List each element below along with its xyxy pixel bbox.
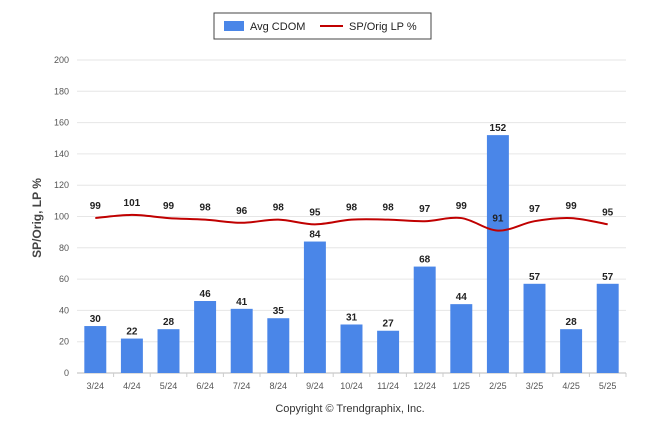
bar-11-24 [377,330,400,373]
line-value-label: 98 [383,203,395,214]
x-tick-label-6-24: 6/24 [196,381,214,391]
bar-value-label: 28 [566,317,578,328]
x-tick-label-4-24: 4/24 [123,381,141,391]
bar-4-24 [120,338,143,373]
legend-label-sp-orig-lp: SP/Orig LP % [349,21,417,33]
line-value-label: 101 [124,198,141,209]
bar-value-label: 57 [529,272,541,283]
sp-orig-lp-line [95,213,608,232]
x-tick-label-11-24: 11/24 [377,381,399,391]
y-tick-label-120: 120 [54,180,69,190]
y-axis-title: SP/Orig, LP % [30,178,44,258]
x-tick-label-5-24: 5/24 [160,381,178,391]
bar-value-label: 57 [602,272,614,283]
bar-3-25 [523,283,546,373]
legend-label-avg-cdom: Avg CDOM [250,21,305,33]
y-tick-labels: 0 20 40 60 80 100 120 140 160 180 200 [54,55,69,378]
bar-9-24 [303,241,326,373]
x-tick-label-9-24: 9/24 [306,381,324,391]
bar-5-25 [596,283,619,373]
line-value-label: 99 [456,201,468,212]
legend-swatch-avg-cdom [224,21,244,31]
x-tick-label-2-25: 2/25 [489,381,507,391]
bar-value-label: 46 [200,289,212,300]
bar-value-label: 27 [383,319,395,330]
line-value-label: 98 [273,203,285,214]
y-tick-label-40: 40 [59,305,69,315]
bar-value-label: 28 [163,317,175,328]
bar-value-label: 152 [490,123,507,134]
line-value-label: 97 [419,204,431,215]
data-labels: 30 22 28 46 41 35 84 31 27 68 44 152 57 28 57 99 101 99 98… [90,123,614,337]
bar-value-label: 41 [236,297,248,308]
bar-5-24 [157,329,180,373]
line-value-label: 99 [90,201,102,212]
bar-6-24 [194,301,217,373]
y-tick-label-140: 140 [54,149,69,159]
y-tick-label-20: 20 [59,337,69,347]
line-value-label: 91 [492,214,504,225]
copyright-text: Copyright © Trendgraphix, Inc. [275,403,424,415]
x-tick-label-1-25: 1/25 [453,381,471,391]
bar-value-label: 35 [273,306,285,317]
x-tick-label-5-25: 5/25 [599,381,617,391]
bar-4-25 [560,329,583,373]
x-tick-label-8-24: 8/24 [270,381,288,391]
bars [84,135,619,373]
y-tick-label-200: 200 [54,55,69,65]
x-tick-label-4-25: 4/25 [562,381,580,391]
bar-value-label: 22 [126,327,138,338]
x-tick-label-12-24: 12/24 [413,381,436,391]
line-value-label: 99 [163,201,175,212]
bar-value-label: 44 [456,292,468,303]
y-tick-label-180: 180 [54,86,69,96]
x-tick-label-3-24: 3/24 [87,381,105,391]
y-tick-label-100: 100 [54,212,69,222]
line-value-label: 97 [529,204,541,215]
y-tick-label-160: 160 [54,118,69,128]
y-tick-label-60: 60 [59,274,69,284]
bar-1-25 [450,304,473,373]
x-tick-label-10-24: 10/24 [340,381,363,391]
legend: Avg CDOM SP/Orig LP % [213,12,432,40]
line-value-label: 98 [200,203,212,214]
bar-10-24 [340,324,363,373]
line-series [95,213,608,232]
bar-value-label: 30 [90,314,102,325]
line-value-label: 95 [602,207,614,218]
bar-value-label: 84 [309,230,321,241]
line-value-label: 98 [346,203,358,214]
x-tick-label-7-24: 7/24 [233,381,251,391]
bar-12-24 [413,266,436,373]
bar-3-24 [84,326,107,373]
line-value-label: 96 [236,206,248,217]
x-tick-labels: 3/24 4/24 5/24 6/24 7/24 8/24 9/24 10/24 11/24 12… [87,373,627,391]
bar-8-24 [267,318,290,373]
y-tick-label-0: 0 [64,368,69,378]
bar-2-25 [486,135,509,373]
bar-7-24 [230,308,253,373]
line-value-label: 95 [309,207,321,218]
x-tick-label-3-25: 3/25 [526,381,544,391]
y-tick-label-80: 80 [59,243,69,253]
bar-value-label: 31 [346,312,358,323]
bar-value-label: 68 [419,255,431,266]
line-value-label: 99 [566,201,578,212]
